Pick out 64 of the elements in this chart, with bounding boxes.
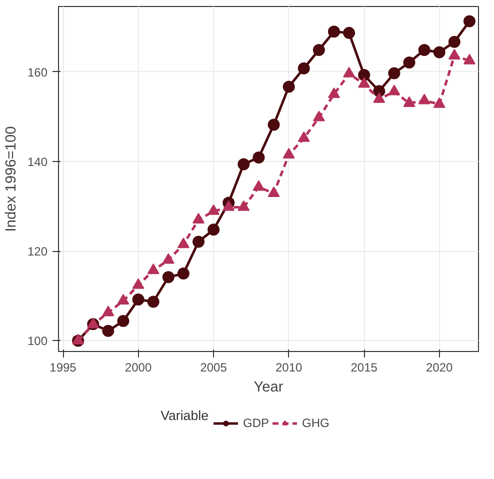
y-axis-title: Index 1996=100 (3, 126, 20, 232)
y-tick-label: 100 (27, 334, 48, 348)
legend-label: GHG (302, 416, 330, 430)
point (312, 110, 325, 122)
point (238, 158, 250, 170)
point (388, 84, 400, 96)
point (177, 268, 190, 280)
x-axis-title: Year (254, 380, 284, 396)
point (162, 271, 174, 284)
point (208, 224, 220, 236)
point (358, 77, 370, 88)
x-tick-label: 2000 (124, 360, 152, 374)
point (117, 294, 130, 305)
point (433, 46, 446, 58)
point (298, 62, 310, 74)
point (208, 204, 220, 215)
point (222, 200, 235, 211)
point (252, 152, 265, 164)
point (358, 69, 370, 82)
legend-label: GDP (243, 416, 270, 430)
x-tick-label: 2020 (426, 360, 454, 374)
y-tick-label: 120 (27, 244, 48, 259)
point (72, 334, 84, 344)
point (147, 264, 160, 274)
point (403, 96, 416, 107)
y-tick-label: 160 (27, 65, 48, 80)
point (373, 92, 386, 103)
point (132, 278, 144, 289)
point (433, 97, 446, 108)
point (132, 294, 144, 306)
point (177, 238, 190, 248)
point (252, 180, 265, 191)
point (418, 44, 430, 56)
point (117, 315, 130, 328)
point (192, 236, 204, 248)
point (268, 118, 280, 131)
point (388, 67, 400, 80)
point (162, 253, 174, 264)
point (312, 44, 325, 56)
x-tick-label: 2015 (350, 360, 378, 374)
point (343, 66, 356, 78)
x-tick-label: 2010 (275, 360, 302, 374)
point (448, 48, 460, 60)
point (403, 56, 416, 68)
point (282, 80, 295, 93)
point (147, 296, 160, 308)
point (268, 186, 280, 198)
point (238, 200, 250, 211)
point (102, 324, 114, 337)
point (418, 94, 430, 104)
x-tick-label: 1995 (50, 360, 77, 374)
legend-title: Variable (160, 408, 209, 423)
point (328, 26, 340, 38)
x-tick-label: 2005 (200, 360, 228, 374)
point (448, 36, 460, 48)
point (328, 87, 340, 98)
point (463, 15, 476, 28)
y-tick-label: 140 (27, 155, 48, 170)
point (343, 26, 356, 39)
point (298, 131, 310, 142)
point (102, 306, 114, 316)
point (463, 54, 476, 64)
point (192, 212, 204, 224)
point (282, 148, 295, 158)
